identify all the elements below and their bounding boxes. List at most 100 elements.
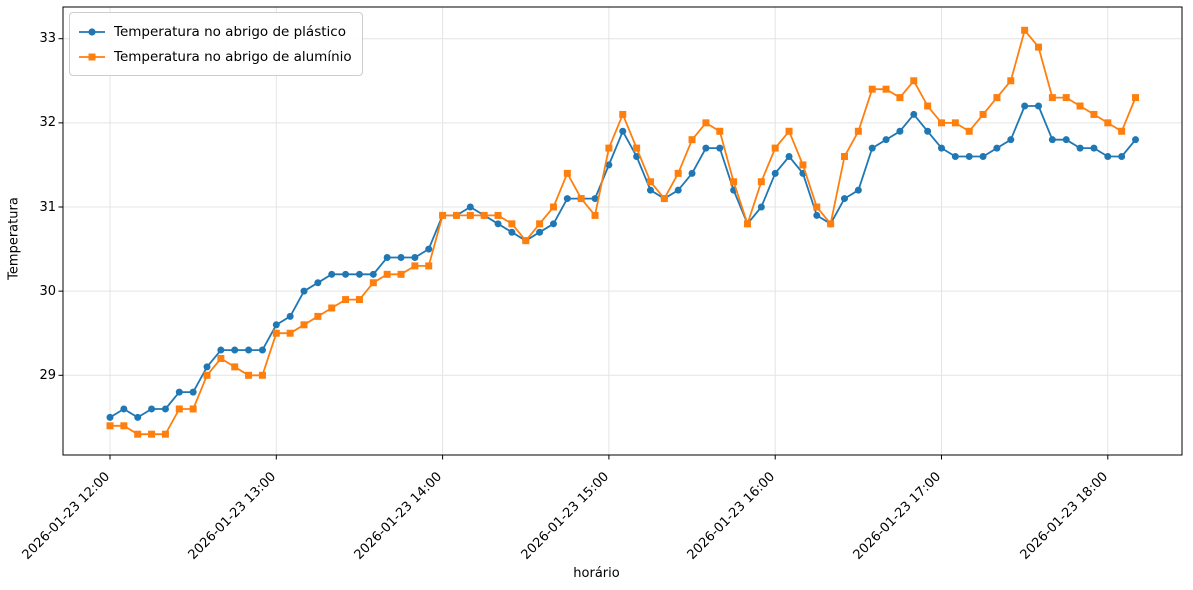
data-point-plastico (383, 253, 391, 261)
data-point-plastico (286, 312, 294, 320)
plot-frame (62, 6, 1183, 456)
data-point-plastico (1021, 102, 1029, 110)
y-tick-label: 30 (39, 283, 56, 299)
data-point-aluminio (688, 136, 696, 144)
data-point-plastico (1035, 102, 1043, 110)
data-point-aluminio (591, 211, 599, 219)
data-point-aluminio (1132, 94, 1140, 102)
data-point-aluminio (716, 127, 724, 135)
data-point-aluminio (466, 211, 474, 219)
data-point-plastico (189, 388, 197, 396)
legend-label-plastico: Temperatura no abrigo de plástico (114, 23, 346, 40)
data-point-plastico (563, 195, 571, 203)
data-point-aluminio (840, 153, 848, 161)
data-point-aluminio (258, 371, 266, 379)
data-point-plastico (314, 279, 322, 287)
data-point-aluminio (148, 430, 156, 438)
data-point-aluminio (439, 211, 447, 219)
data-point-plastico (868, 144, 876, 152)
data-point-plastico (1048, 136, 1056, 144)
data-point-aluminio (854, 127, 862, 135)
data-point-plastico (148, 405, 156, 413)
data-point-aluminio (924, 102, 932, 110)
data-point-aluminio (1118, 127, 1126, 135)
data-point-plastico (771, 169, 779, 177)
data-point-plastico (1007, 136, 1015, 144)
data-point-aluminio (938, 119, 945, 127)
data-point-aluminio (979, 110, 987, 118)
data-point-aluminio (328, 304, 336, 312)
data-point-plastico (425, 245, 433, 253)
data-point-plastico (549, 220, 557, 228)
data-point-aluminio (245, 371, 253, 379)
data-point-aluminio (1076, 102, 1084, 110)
data-point-aluminio (965, 127, 973, 135)
data-point-aluminio (175, 405, 183, 413)
data-point-plastico (161, 405, 169, 413)
data-point-plastico (258, 346, 266, 354)
data-point-aluminio (272, 329, 280, 337)
data-point-plastico (702, 144, 710, 152)
data-point-aluminio (1007, 77, 1015, 85)
data-point-aluminio (605, 144, 613, 152)
data-point-aluminio (702, 119, 710, 127)
data-point-plastico (355, 270, 363, 278)
data-point-plastico (646, 186, 654, 194)
data-point-aluminio (134, 430, 142, 438)
data-point-plastico (494, 220, 502, 228)
data-point-plastico (785, 153, 793, 161)
data-point-plastico (840, 195, 848, 203)
data-point-aluminio (342, 296, 350, 304)
data-point-plastico (993, 144, 1001, 152)
data-point-plastico (951, 153, 959, 161)
data-point-plastico (245, 346, 253, 354)
data-point-plastico (1062, 136, 1070, 144)
data-point-aluminio (785, 127, 793, 135)
data-point-aluminio (161, 430, 169, 438)
data-point-plastico (466, 203, 474, 211)
legend-item-plastico: Temperatura no abrigo de plástico (78, 19, 352, 44)
data-point-plastico (342, 270, 350, 278)
data-point-aluminio (660, 195, 668, 203)
data-point-plastico (175, 388, 183, 396)
data-point-aluminio (882, 85, 890, 93)
data-point-aluminio (522, 237, 530, 245)
x-axis-label: horário (573, 566, 620, 581)
data-point-aluminio (1021, 26, 1029, 34)
data-point-aluminio (868, 85, 876, 93)
data-point-plastico (272, 321, 280, 329)
data-point-plastico (924, 127, 932, 135)
y-tick-label: 29 (39, 367, 56, 383)
legend-swatch-aluminio-line-square-icon (79, 53, 105, 60)
data-point-aluminio (827, 220, 835, 228)
data-point-aluminio (757, 178, 765, 186)
data-point-aluminio (1035, 43, 1043, 51)
data-point-aluminio (120, 422, 128, 430)
data-point-aluminio (355, 296, 363, 304)
data-point-plastico (591, 195, 599, 203)
data-point-plastico (120, 405, 128, 413)
data-point-plastico (300, 287, 308, 295)
data-point-plastico (1076, 144, 1084, 152)
data-point-aluminio (813, 203, 821, 211)
data-point-plastico (328, 270, 336, 278)
data-point-plastico (1118, 153, 1126, 161)
data-point-plastico (896, 127, 904, 135)
data-point-aluminio (993, 94, 1001, 102)
data-point-plastico (813, 211, 821, 219)
data-point-aluminio (910, 77, 918, 85)
data-point-plastico (605, 161, 613, 169)
data-point-plastico (1132, 136, 1140, 144)
data-point-aluminio (203, 371, 211, 379)
data-point-aluminio (771, 144, 779, 152)
data-point-plastico (882, 136, 890, 144)
data-point-plastico (619, 127, 627, 135)
data-point-aluminio (633, 144, 641, 152)
data-point-plastico (369, 270, 377, 278)
data-point-plastico (979, 153, 987, 161)
data-point-plastico (674, 186, 682, 194)
data-point-plastico (508, 228, 516, 236)
data-point-plastico (910, 110, 918, 118)
data-point-aluminio (646, 178, 654, 186)
